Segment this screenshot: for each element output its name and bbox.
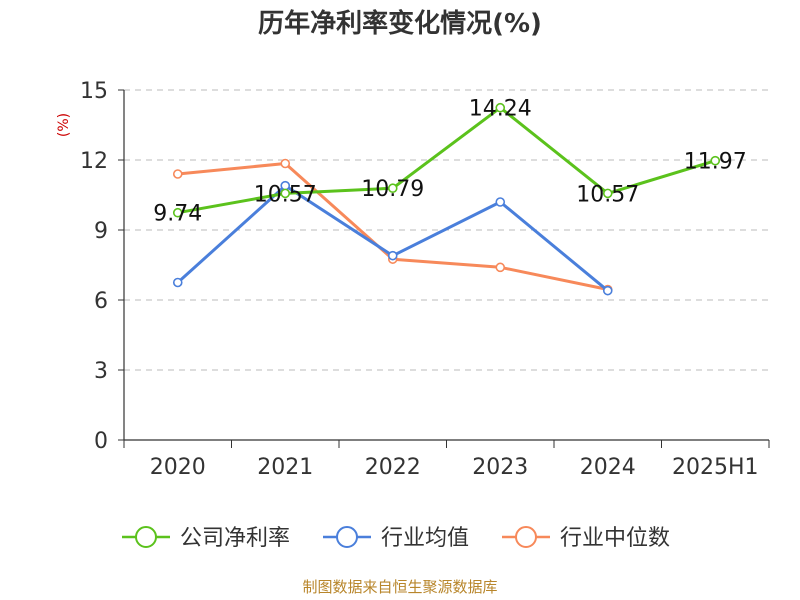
legend-label: 行业均值 [381, 526, 469, 551]
legend-marker [135, 526, 157, 548]
chart-title: 历年净利率变化情况(%) [258, 8, 542, 39]
data-point [602, 285, 613, 296]
legend-item-2[interactable]: 行业中位数 [502, 526, 670, 551]
legend-item-0[interactable]: 公司净利率 [122, 526, 290, 551]
series-lines [172, 102, 721, 296]
data-label: 9.74 [153, 202, 202, 227]
data-label: 10.57 [576, 182, 639, 207]
data-point [172, 207, 183, 218]
series-0 [172, 102, 721, 218]
y-tick-label: 9 [94, 219, 108, 244]
x-tick-label: 2025H1 [672, 455, 759, 480]
x-tick-label: 2021 [257, 455, 313, 480]
data-point [172, 277, 183, 288]
x-tick-label: 2020 [150, 455, 206, 480]
data-point [387, 183, 398, 194]
y-tick-label: 0 [94, 429, 108, 454]
data-label: 10.57 [254, 182, 317, 207]
data-labels: 9.74 10.57 10.79 14.24 10.57 11.97 [153, 97, 746, 227]
legend[interactable]: 公司净利率 行业均值 行业中位数 [122, 526, 670, 551]
legend-label: 公司净利率 [180, 526, 290, 551]
series-line [177, 106, 716, 215]
data-label: 10.79 [361, 177, 424, 202]
data-point [172, 169, 183, 179]
source-note: 制图数据来自恒生聚源数据库 [302, 578, 497, 596]
data-point [280, 188, 291, 199]
x-tick-label: 2023 [472, 455, 528, 480]
x-tick-label: 2024 [580, 455, 636, 480]
y-tick-label: 6 [94, 289, 108, 314]
x-tick-label: 2022 [365, 455, 421, 480]
y-tick-label: 3 [94, 359, 108, 384]
y-tick-label: 15 [80, 79, 108, 104]
legend-label: 行业中位数 [560, 526, 670, 551]
legend-marker [515, 526, 537, 548]
data-point [495, 197, 506, 207]
data-point [387, 250, 398, 261]
y-tick-label: 12 [80, 149, 108, 174]
data-point [280, 158, 291, 169]
data-label: 14.24 [469, 97, 532, 122]
y-axis-label: (%) [56, 113, 72, 137]
data-point [495, 262, 506, 273]
data-label: 11.97 [684, 150, 747, 175]
axes: 0 3 6 9 12 15 2020 2021 2022 2023 2024 2025H1 [80, 79, 770, 480]
data-point [710, 155, 721, 166]
data-point [602, 188, 613, 199]
legend-item-1[interactable]: 行业均值 [323, 526, 469, 551]
data-point [495, 102, 506, 113]
legend-marker [336, 526, 358, 548]
